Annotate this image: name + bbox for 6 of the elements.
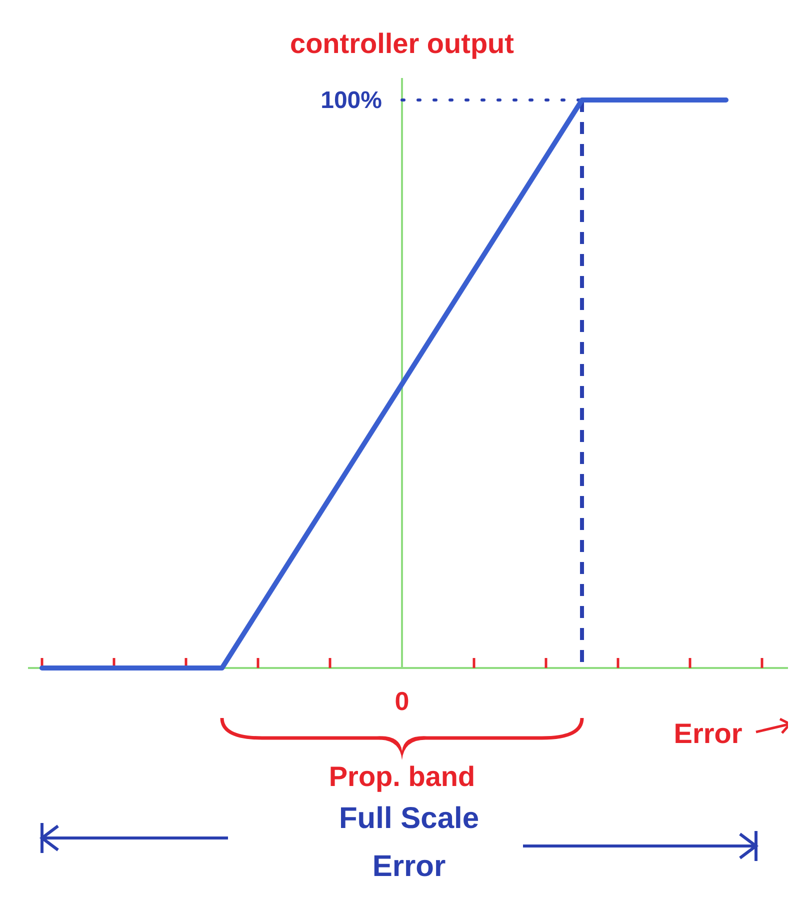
- x-axis-title: Error: [674, 718, 742, 749]
- text: Prop. band: [328, 761, 476, 792]
- text: Full Scale Error: [338, 802, 480, 883]
- ref-line-label: 100%: [320, 87, 382, 114]
- text: 0: [394, 686, 410, 716]
- y-axis-title: controller output: [290, 28, 514, 59]
